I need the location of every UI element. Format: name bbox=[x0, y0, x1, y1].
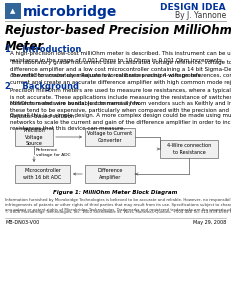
Text: By J. Yannone: By J. Yannone bbox=[175, 11, 226, 20]
Text: Precision milliOhm meters are used to measure low resistances, where a typical d: Precision milliOhm meters are used to me… bbox=[10, 88, 231, 106]
Text: MB-DN03-V00: MB-DN03-V00 bbox=[5, 220, 39, 225]
Text: DESIGN IDEA: DESIGN IDEA bbox=[160, 4, 226, 13]
Bar bbox=[85, 128, 135, 146]
Text: Difference
Amplifier: Difference Amplifier bbox=[97, 168, 123, 180]
Text: Microcontroller
with 16 bit ADC: Microcontroller with 16 bit ADC bbox=[23, 168, 62, 180]
Text: 1    Introduction: 1 Introduction bbox=[5, 45, 81, 54]
Text: This laboratory grade instrument uses a calibrated voltage reference, voltage to: This laboratory grade instrument uses a … bbox=[10, 60, 231, 78]
Text: Information furnished by Microbridge Technologies is believed to be accurate and: Information furnished by Microbridge Tec… bbox=[5, 198, 231, 212]
Text: © 2008 Microbridge Technologies, Inc. 1400 Sherbrooke St. West, Montreal, Quebec: © 2008 Microbridge Technologies, Inc. 14… bbox=[5, 210, 231, 214]
Text: May 29, 2008: May 29, 2008 bbox=[193, 220, 226, 225]
Text: Overall this is a simple design. A more complex design could be made using multi: Overall this is a simple design. A more … bbox=[10, 113, 231, 131]
Text: microbridge: microbridge bbox=[23, 5, 117, 19]
Text: A high-precision low-cost milliOhm meter is described. This instrument can be us: A high-precision low-cost milliOhm meter… bbox=[10, 51, 231, 63]
Text: 2    Background: 2 Background bbox=[5, 82, 79, 91]
Bar bbox=[15, 128, 53, 146]
Bar bbox=[15, 165, 70, 183]
Text: Voltage to Current
Converter: Voltage to Current Converter bbox=[88, 131, 133, 142]
Bar bbox=[5, 3, 21, 19]
Text: Reference
voltage for ADC: Reference voltage for ADC bbox=[36, 148, 70, 157]
Bar bbox=[160, 140, 218, 158]
Text: Rejustor-based Precision MilliOhm
Meter: Rejustor-based Precision MilliOhm Meter bbox=[5, 24, 231, 52]
Text: The milliOhm meter uses Rejustors to calibrate precision voltage references, con: The milliOhm meter uses Rejustors to cal… bbox=[10, 73, 231, 85]
Text: 4-Wire connection
to Resistance: 4-Wire connection to Resistance bbox=[167, 143, 211, 155]
Text: Figure 1: MilliOhm Meter Block Diagram: Figure 1: MilliOhm Meter Block Diagram bbox=[53, 190, 177, 195]
Bar bbox=[85, 165, 135, 183]
Text: MilliOhm meters are available commercially from vendors such as Keithly and Inst: MilliOhm meters are available commercial… bbox=[10, 101, 231, 119]
Text: ▲: ▲ bbox=[10, 8, 16, 14]
Text: Precision
Voltage
Source: Precision Voltage Source bbox=[23, 128, 45, 146]
